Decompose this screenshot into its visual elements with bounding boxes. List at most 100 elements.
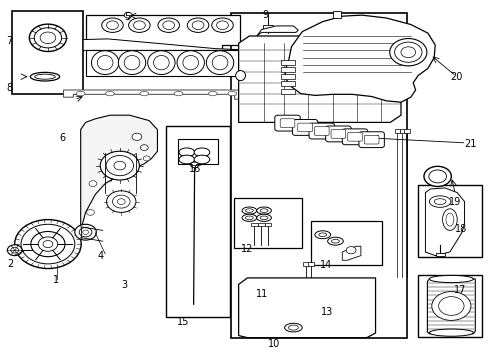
Bar bbox=[178, 139, 217, 164]
Ellipse shape bbox=[428, 275, 472, 283]
Text: 12: 12 bbox=[240, 244, 252, 254]
Ellipse shape bbox=[91, 51, 119, 75]
Ellipse shape bbox=[124, 55, 140, 70]
FancyBboxPatch shape bbox=[274, 115, 300, 131]
FancyBboxPatch shape bbox=[325, 126, 350, 142]
Circle shape bbox=[21, 224, 75, 264]
Bar bbox=[12, 11, 83, 94]
Text: 2: 2 bbox=[7, 258, 14, 269]
Ellipse shape bbox=[235, 71, 245, 81]
Polygon shape bbox=[85, 15, 239, 50]
Circle shape bbox=[106, 156, 133, 176]
Polygon shape bbox=[238, 278, 375, 338]
Circle shape bbox=[190, 162, 198, 168]
FancyBboxPatch shape bbox=[347, 132, 362, 141]
FancyBboxPatch shape bbox=[292, 120, 317, 135]
Polygon shape bbox=[81, 115, 157, 230]
Text: 19: 19 bbox=[448, 197, 460, 207]
Ellipse shape bbox=[206, 51, 233, 75]
Ellipse shape bbox=[428, 329, 472, 336]
Text: 11: 11 bbox=[255, 289, 267, 300]
Ellipse shape bbox=[318, 233, 326, 237]
Circle shape bbox=[117, 199, 125, 204]
Bar bbox=[302, 262, 308, 266]
Ellipse shape bbox=[194, 148, 209, 157]
Circle shape bbox=[428, 170, 446, 183]
Bar bbox=[307, 262, 313, 266]
Circle shape bbox=[438, 297, 463, 315]
Circle shape bbox=[89, 181, 97, 186]
Circle shape bbox=[82, 230, 88, 234]
Polygon shape bbox=[63, 90, 244, 99]
Bar bbox=[417, 185, 481, 257]
FancyBboxPatch shape bbox=[330, 130, 345, 138]
Circle shape bbox=[431, 292, 470, 320]
Text: 13: 13 bbox=[320, 307, 332, 317]
Ellipse shape bbox=[192, 21, 203, 30]
Circle shape bbox=[114, 161, 125, 170]
Ellipse shape bbox=[179, 148, 194, 157]
Circle shape bbox=[34, 28, 61, 48]
Ellipse shape bbox=[97, 55, 113, 70]
FancyBboxPatch shape bbox=[280, 119, 294, 127]
Bar bbox=[281, 67, 294, 72]
Circle shape bbox=[143, 156, 150, 161]
Bar bbox=[332, 11, 341, 18]
Circle shape bbox=[106, 191, 136, 212]
Bar bbox=[230, 13, 406, 338]
Circle shape bbox=[38, 237, 58, 251]
Ellipse shape bbox=[179, 155, 194, 164]
Bar bbox=[264, 223, 271, 226]
Circle shape bbox=[140, 145, 148, 150]
Circle shape bbox=[31, 231, 65, 257]
Ellipse shape bbox=[288, 325, 298, 330]
Circle shape bbox=[75, 224, 96, 240]
Ellipse shape bbox=[211, 18, 233, 32]
Text: 16: 16 bbox=[189, 164, 201, 174]
FancyBboxPatch shape bbox=[358, 132, 384, 148]
Ellipse shape bbox=[147, 51, 175, 75]
FancyBboxPatch shape bbox=[297, 123, 312, 132]
FancyBboxPatch shape bbox=[308, 123, 334, 139]
Ellipse shape bbox=[140, 91, 148, 96]
Ellipse shape bbox=[187, 18, 208, 32]
Circle shape bbox=[40, 32, 56, 44]
Ellipse shape bbox=[256, 207, 271, 214]
Ellipse shape bbox=[284, 323, 302, 332]
Polygon shape bbox=[285, 15, 434, 102]
Ellipse shape bbox=[242, 207, 256, 214]
Bar bbox=[258, 223, 264, 226]
Ellipse shape bbox=[242, 214, 256, 221]
Text: 10: 10 bbox=[267, 339, 280, 349]
Polygon shape bbox=[256, 26, 298, 36]
Bar bbox=[251, 223, 257, 226]
Ellipse shape bbox=[245, 216, 253, 220]
Text: 18: 18 bbox=[454, 224, 466, 234]
Text: 6: 6 bbox=[60, 132, 66, 143]
Circle shape bbox=[29, 24, 66, 51]
Text: 9: 9 bbox=[262, 10, 268, 20]
Ellipse shape bbox=[177, 51, 204, 75]
Bar bbox=[233, 198, 302, 248]
Bar bbox=[404, 129, 409, 133]
Circle shape bbox=[400, 47, 415, 58]
Bar bbox=[417, 275, 481, 337]
Bar bbox=[281, 74, 294, 79]
Ellipse shape bbox=[212, 55, 227, 70]
Circle shape bbox=[7, 245, 22, 256]
Polygon shape bbox=[427, 277, 474, 334]
Circle shape bbox=[43, 240, 53, 248]
FancyBboxPatch shape bbox=[342, 129, 367, 145]
Ellipse shape bbox=[153, 55, 169, 70]
Bar bbox=[394, 129, 400, 133]
Circle shape bbox=[394, 42, 421, 62]
Circle shape bbox=[132, 133, 142, 140]
Ellipse shape bbox=[445, 213, 453, 226]
Text: 5: 5 bbox=[123, 12, 130, 22]
Ellipse shape bbox=[260, 209, 267, 212]
FancyBboxPatch shape bbox=[314, 127, 328, 135]
Ellipse shape bbox=[128, 18, 150, 32]
Ellipse shape bbox=[428, 196, 450, 207]
Polygon shape bbox=[85, 50, 239, 76]
Ellipse shape bbox=[133, 21, 145, 30]
